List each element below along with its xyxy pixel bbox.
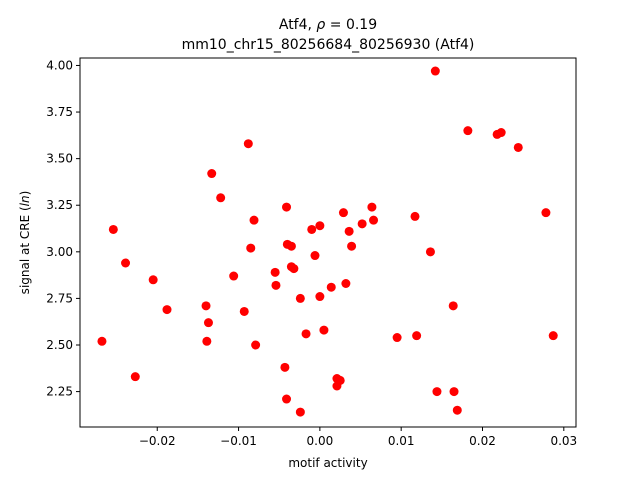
- data-point: [367, 202, 377, 212]
- chart-title-line2: mm10_chr15_80256684_80256930 (Atf4): [182, 37, 475, 53]
- data-point: [541, 208, 551, 218]
- ylabel-prefix: signal at CRE (: [18, 206, 32, 294]
- data-point: [203, 318, 213, 328]
- data-point: [216, 193, 226, 203]
- y-tick-label: 4.00: [46, 58, 73, 72]
- data-point: [270, 267, 280, 277]
- data-point: [201, 301, 211, 311]
- data-point: [344, 226, 354, 236]
- title-rho: ρ: [316, 17, 325, 33]
- ylabel-italic: ln: [18, 195, 32, 206]
- data-points: [97, 66, 558, 417]
- data-point: [295, 407, 305, 417]
- data-point: [282, 394, 292, 404]
- y-tick-label: 2.25: [46, 385, 73, 399]
- data-point: [307, 224, 317, 234]
- x-tick-label: −0.01: [220, 434, 257, 448]
- data-point: [496, 128, 506, 138]
- title-prefix: Atf4,: [279, 17, 317, 33]
- data-point: [341, 279, 351, 288]
- data-point: [246, 243, 256, 253]
- data-point: [121, 258, 131, 268]
- data-point: [229, 271, 239, 281]
- data-point: [548, 331, 558, 341]
- data-point: [239, 306, 249, 316]
- data-point: [207, 169, 217, 179]
- data-point: [202, 336, 212, 346]
- data-point: [97, 336, 107, 346]
- data-point: [326, 282, 336, 292]
- data-point: [347, 241, 357, 251]
- y-tick-label: 3.25: [46, 198, 73, 212]
- data-point: [335, 375, 345, 385]
- data-point: [289, 264, 299, 274]
- data-point: [432, 387, 442, 397]
- data-point: [301, 329, 311, 339]
- data-point: [271, 280, 281, 290]
- chart-title-line1: Atf4, ρ = 0.19: [279, 17, 377, 33]
- data-point: [295, 293, 305, 303]
- y-axis-label: signal at CRE (ln): [18, 191, 32, 295]
- data-point: [369, 215, 379, 225]
- plot-area-frame: [79, 57, 577, 428]
- ylabel-suffix: ): [18, 191, 32, 196]
- data-point: [249, 215, 259, 225]
- data-point: [430, 66, 440, 76]
- data-point: [280, 362, 290, 372]
- data-point: [449, 387, 459, 397]
- data-point: [425, 247, 435, 257]
- y-tick-label: 3.50: [46, 152, 73, 166]
- data-point: [392, 333, 402, 343]
- data-point: [412, 331, 422, 341]
- data-point: [148, 275, 158, 285]
- data-point: [448, 301, 458, 311]
- y-axis: 2.25 2.50 2.75 3.00 3.25 3.50 3.75 4.00: [46, 58, 80, 399]
- y-tick-label: 3.75: [46, 105, 73, 119]
- data-point: [243, 139, 253, 149]
- data-point: [338, 208, 348, 218]
- data-point: [357, 219, 367, 229]
- x-tick-label: 0.02: [469, 434, 496, 448]
- data-point: [286, 241, 296, 251]
- data-point: [130, 372, 140, 382]
- data-point: [108, 224, 118, 234]
- data-point: [162, 305, 172, 315]
- y-tick-label: 2.50: [46, 338, 73, 352]
- y-tick-label: 3.00: [46, 245, 73, 259]
- x-axis: −0.02 −0.01 0.00 0.01 0.02 0.03: [139, 427, 577, 448]
- data-point: [251, 340, 261, 350]
- data-point: [310, 251, 320, 261]
- data-point: [315, 221, 325, 231]
- x-tick-label: 0.00: [307, 434, 334, 448]
- x-axis-label: motif activity: [288, 456, 367, 470]
- data-point: [319, 325, 329, 335]
- data-point: [282, 202, 292, 212]
- data-point: [513, 142, 523, 152]
- x-tick-label: 0.03: [550, 434, 577, 448]
- data-point: [452, 405, 462, 415]
- data-point: [463, 126, 473, 136]
- title-suffix: = 0.19: [325, 17, 377, 33]
- x-tick-label: −0.02: [139, 434, 176, 448]
- x-tick-label: 0.01: [388, 434, 415, 448]
- data-point: [315, 292, 325, 302]
- y-tick-label: 2.75: [46, 291, 73, 305]
- data-point: [410, 211, 420, 221]
